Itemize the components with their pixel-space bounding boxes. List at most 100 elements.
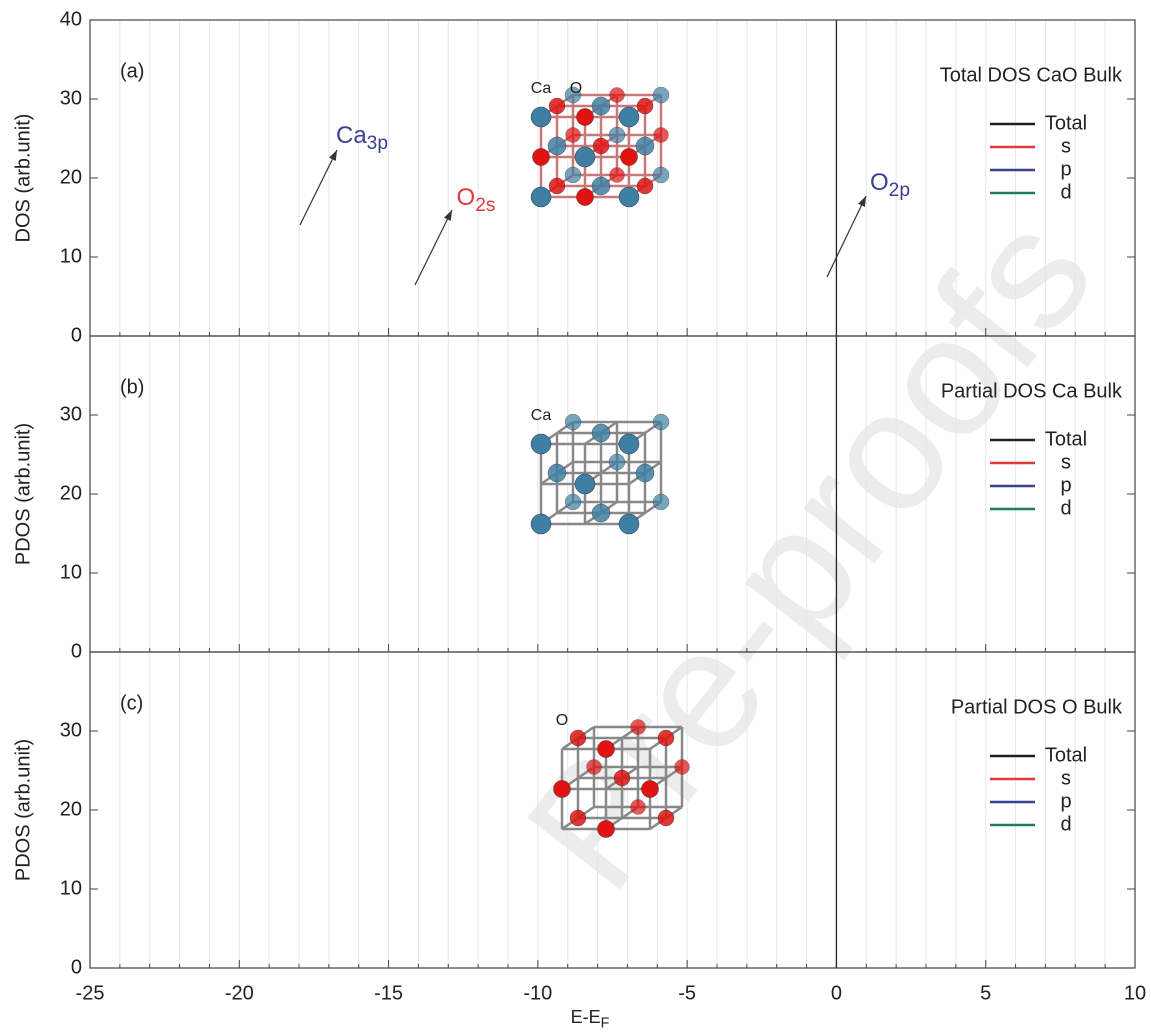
- x-axis-label-main: E-E: [571, 1007, 601, 1027]
- ca-atom: [653, 87, 669, 103]
- y-axis-label: PDOS (arb.unit): [12, 739, 34, 881]
- x-axis-label-sub: F: [601, 1015, 610, 1031]
- annotation-arrow: [827, 196, 866, 277]
- o-atom: [549, 178, 565, 194]
- y-tick-label: 20: [60, 166, 82, 188]
- x-tick-label: -15: [374, 982, 403, 1004]
- annotation: O2s: [457, 184, 496, 216]
- y-axis-label: DOS (arb.unit): [12, 114, 34, 243]
- ca-atom: [619, 434, 639, 454]
- y-tick-label: 30: [60, 87, 82, 109]
- x-tick-label: 10: [1124, 982, 1146, 1004]
- ca-atom: [653, 414, 669, 430]
- panel-title: Total DOS CaO Bulk: [940, 64, 1123, 86]
- o-atom: [658, 810, 674, 826]
- ca-atom: [619, 107, 639, 127]
- ca-atom: [548, 137, 566, 155]
- o-atom: [610, 88, 625, 103]
- panel-title: Partial DOS Ca Bulk: [941, 380, 1123, 402]
- y-tick-label: 30: [60, 403, 82, 425]
- x-tick-label: 0: [831, 982, 842, 1004]
- o-atom: [610, 168, 625, 183]
- o-atom: [566, 128, 581, 143]
- ca-atom: [548, 464, 566, 482]
- ca-atom: [565, 494, 581, 510]
- o-atom: [577, 189, 594, 206]
- ca-atom: [565, 414, 581, 430]
- panel-label: (a): [120, 60, 144, 82]
- x-tick-label: -5: [678, 982, 696, 1004]
- legend-label: d: [1060, 181, 1071, 203]
- arrow-head: [858, 196, 866, 207]
- o-atom: [554, 781, 571, 798]
- y-axis-label: PDOS (arb.unit): [12, 423, 34, 565]
- y-tick-label: 20: [60, 798, 82, 820]
- y-tick-label: 20: [60, 482, 82, 504]
- x-tick-label: -20: [225, 982, 254, 1004]
- annotation-main: Ca: [336, 122, 367, 149]
- o-atom: [587, 760, 602, 775]
- ca-atom: [619, 514, 639, 534]
- ca-atom: [531, 434, 551, 454]
- ca-atom: [592, 97, 610, 115]
- x-tick-label: 5: [980, 982, 991, 1004]
- o-atom: [642, 781, 659, 798]
- o-atom: [654, 128, 669, 143]
- ca-atom: [619, 187, 639, 207]
- o-atom: [621, 149, 638, 166]
- ca-atom: [565, 167, 581, 183]
- ca-atom: [636, 137, 654, 155]
- ca-atom: [636, 464, 654, 482]
- ca-atom: [653, 494, 669, 510]
- y-tick-label: 0: [71, 640, 82, 662]
- legend-label: s: [1061, 451, 1071, 473]
- o-atom: [631, 800, 646, 815]
- annotation-sub: 3p: [367, 133, 388, 154]
- o-atom: [570, 730, 586, 746]
- annotation-arrow: [415, 210, 452, 285]
- annotation: O2p: [870, 169, 910, 201]
- ca-atom: [609, 127, 625, 143]
- o-atom: [577, 109, 594, 126]
- o-atom: [549, 98, 565, 114]
- legend-label: p: [1060, 158, 1071, 180]
- crystal-structure: Ca: [531, 407, 669, 534]
- y-tick-label: 10: [60, 245, 82, 267]
- ca-atom: [575, 147, 595, 167]
- panel-label: (b): [120, 376, 144, 398]
- annotation: Ca3p: [336, 122, 388, 154]
- structure-label: O: [570, 80, 582, 97]
- annotation-sub: 2s: [475, 195, 495, 216]
- annotation-arrow: [300, 150, 337, 225]
- legend-label: Total: [1045, 744, 1087, 766]
- y-tick-label: 30: [60, 719, 82, 741]
- legend-label: s: [1061, 135, 1071, 157]
- o-atom: [593, 138, 609, 154]
- x-axis-label: E-EF: [571, 1007, 610, 1031]
- y-tick-label: 0: [71, 956, 82, 978]
- y-tick-label: 0: [71, 324, 82, 346]
- o-atom: [631, 720, 646, 735]
- annotation-main: O: [457, 184, 476, 211]
- o-atom: [570, 810, 586, 826]
- ca-atom: [592, 504, 610, 522]
- legend-label: d: [1060, 497, 1071, 519]
- ca-atom: [531, 187, 551, 207]
- x-tick-label: -10: [523, 982, 552, 1004]
- legend-label: Total: [1045, 428, 1087, 450]
- ca-atom: [592, 177, 610, 195]
- o-atom: [637, 98, 653, 114]
- chart: Pre-proofs010203040DOS (arb.unit)(a)Tota…: [0, 0, 1151, 1033]
- arrow-head: [329, 150, 337, 161]
- o-atom: [614, 770, 630, 786]
- o-atom: [658, 730, 674, 746]
- legend-label: p: [1060, 474, 1071, 496]
- o-atom: [637, 178, 653, 194]
- legend-label: d: [1060, 813, 1071, 835]
- x-tick-label: -25: [76, 982, 105, 1004]
- annotation-sub: 2p: [889, 180, 910, 201]
- ca-atom: [592, 424, 610, 442]
- o-atom: [675, 760, 690, 775]
- ca-atom: [531, 107, 551, 127]
